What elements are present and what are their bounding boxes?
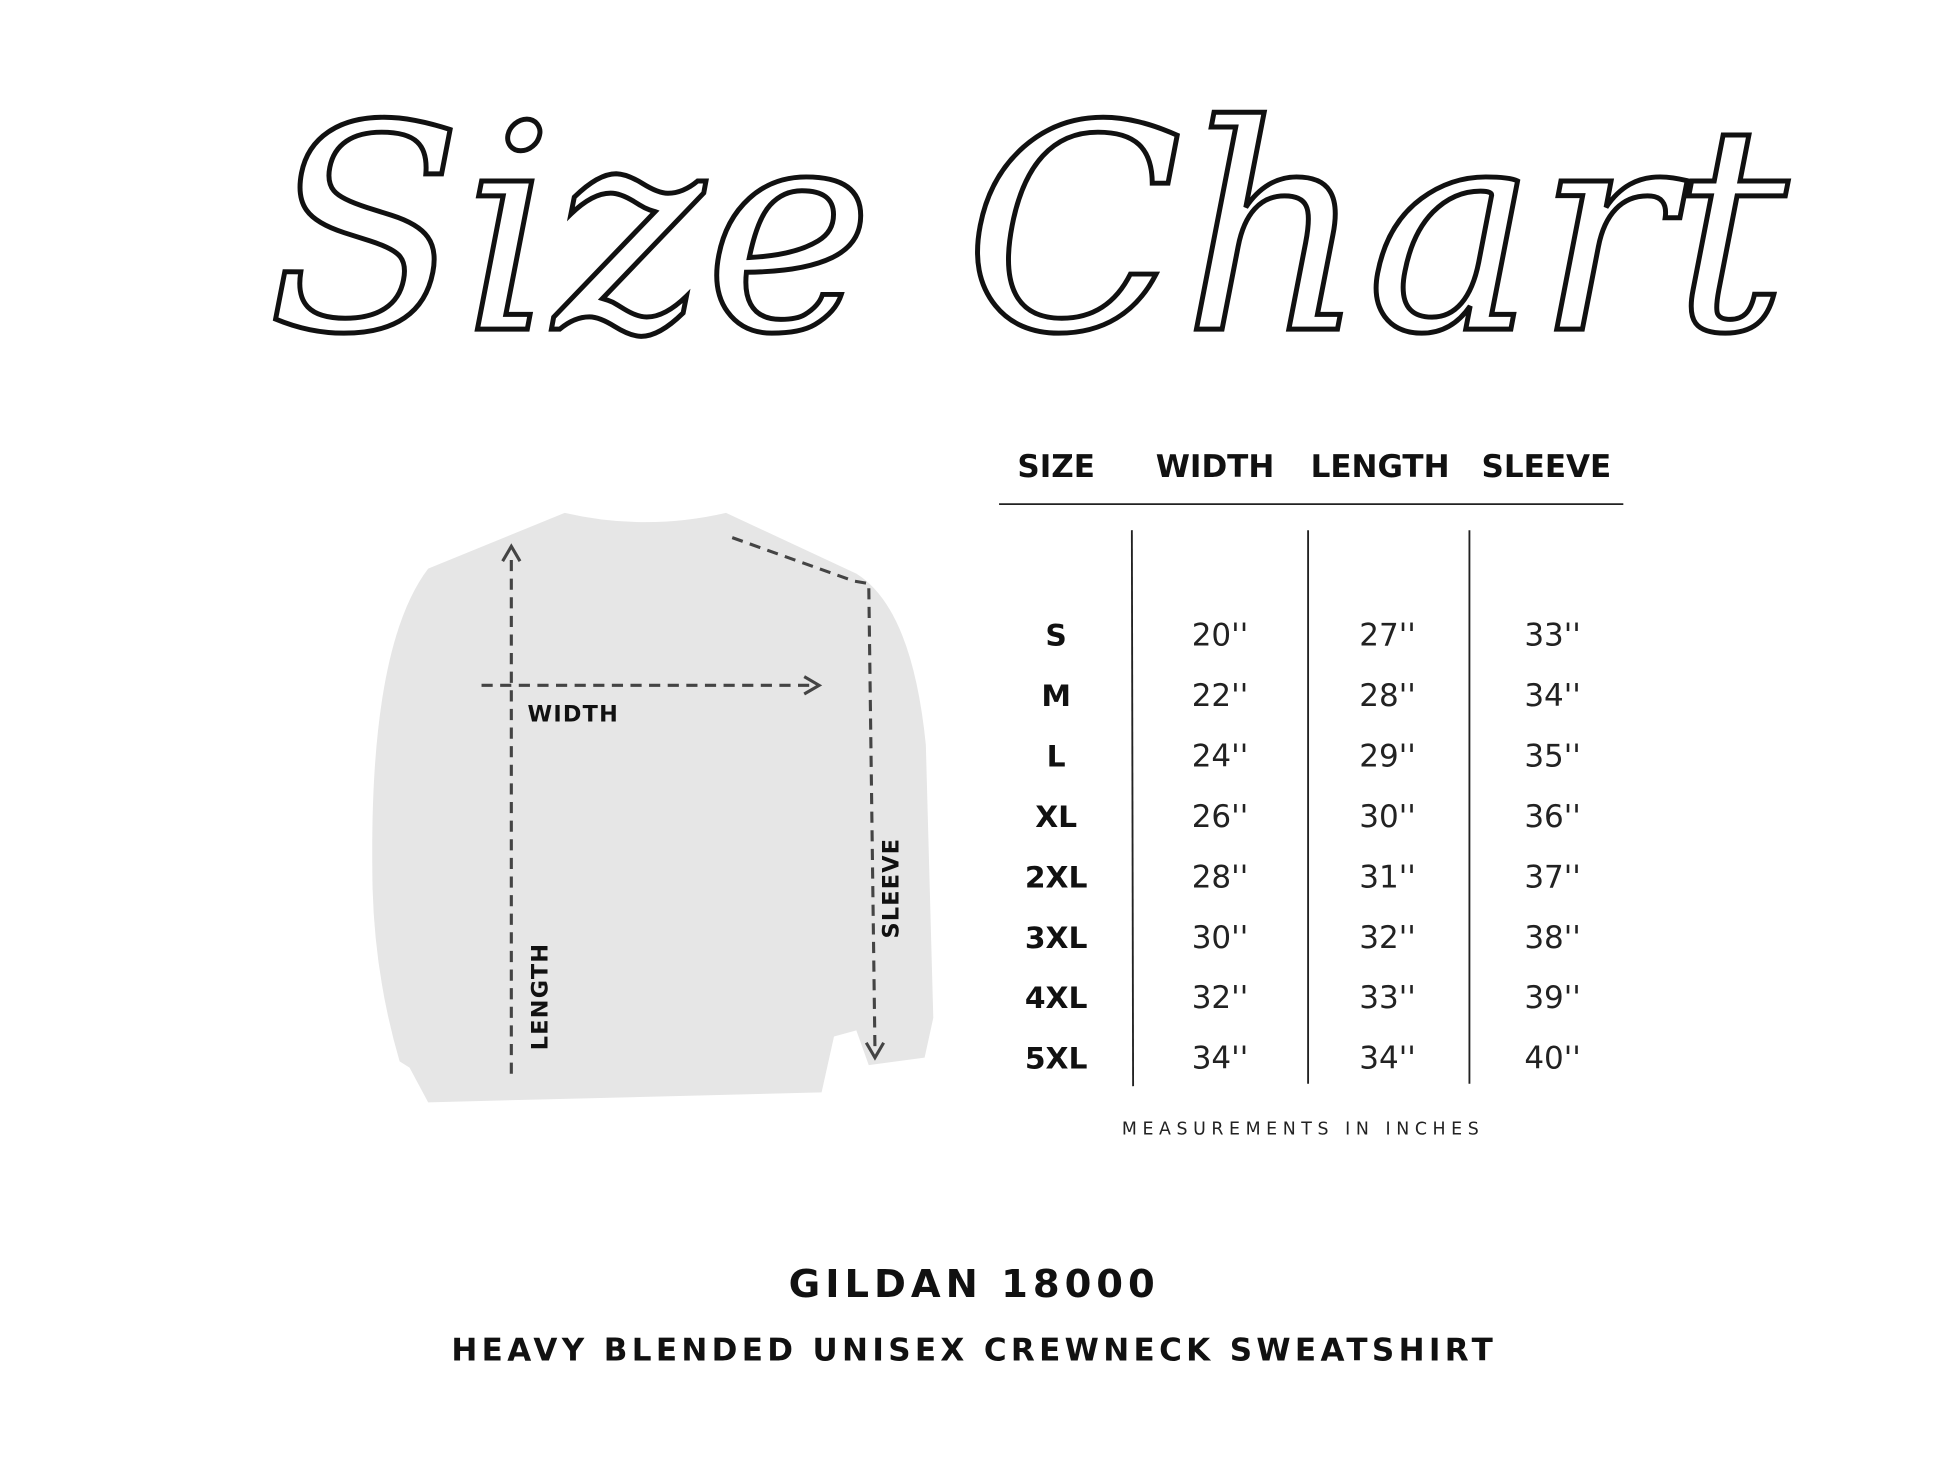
cell-sleeve: 34'' [1524,678,1581,714]
sweatshirt-shape [372,512,934,1103]
header-width: WIDTH [1156,449,1275,485]
product-description: HEAVY BLENDED UNISEX CREWNECK SWEATSHIRT [451,1332,1497,1368]
cell-width: 28'' [1192,859,1249,895]
size-table: SIZE WIDTH LENGTH SLEEVE S 20'' 27'' 33'' M 2… [999,449,1624,1140]
sweatshirt-diagram: WIDTH LENGTH SLEEVE [372,512,934,1103]
sleeve-label: SLEEVE [879,838,905,939]
table-row: S 20'' 27'' 33'' [1045,618,1580,654]
length-label: LENGTH [527,943,553,1050]
cell-sleeve: 33'' [1524,618,1581,654]
column-divider [1130,530,1135,1087]
table-row: 5XL 34'' 34'' 40'' [1025,1041,1581,1077]
cell-sleeve: 40'' [1524,1041,1581,1077]
cell-width: 20'' [1192,618,1249,654]
page-title: Size Chart [267,65,1789,397]
header-sleeve: SLEEVE [1482,449,1612,485]
header-size: SIZE [1017,449,1095,485]
cell-length: 29'' [1359,738,1416,774]
cell-sleeve: 38'' [1524,920,1581,956]
length-arrowhead [501,543,522,562]
cell-width: 22'' [1192,678,1249,714]
width-arrowhead [803,675,823,696]
cell-width: 24'' [1192,738,1249,774]
cell-sleeve: 35'' [1524,738,1581,774]
cell-sleeve: 37'' [1524,859,1581,895]
cell-size: S [1045,619,1066,654]
width-label: WIDTH [527,701,619,727]
table-row: XL 26'' 30'' 36'' [1035,799,1581,835]
table-row: 3XL 30'' 32'' 38'' [1025,920,1581,956]
cell-size: M [1041,679,1071,714]
cell-length: 30'' [1359,799,1416,835]
cell-width: 32'' [1192,980,1249,1016]
cell-width: 30'' [1192,920,1249,956]
cell-length: 32'' [1359,920,1416,956]
cell-length: 28'' [1359,678,1416,714]
table-row: M 22'' 28'' 34'' [1041,678,1581,714]
sleeve-arrowhead [864,1041,885,1061]
cell-sleeve: 36'' [1524,799,1581,835]
sleeve-arrow [731,536,877,1049]
cell-width: 34'' [1192,1041,1249,1077]
cell-length: 31'' [1359,859,1416,895]
measurement-note: MEASUREMENTS IN INCHES [1122,1120,1484,1140]
product-model: GILDAN 18000 [789,1262,1160,1307]
cell-size: 4XL [1025,981,1088,1016]
table-row: L 24'' 29'' 35'' [1047,738,1581,774]
cell-width: 26'' [1192,799,1249,835]
cell-size: L [1047,739,1066,774]
cell-length: 27'' [1359,618,1416,654]
cell-size: 2XL [1025,860,1088,895]
cell-size: 3XL [1025,921,1088,956]
cell-size: XL [1035,800,1077,835]
cell-length: 34'' [1359,1041,1416,1077]
cell-sleeve: 39'' [1524,980,1581,1016]
table-row: 4XL 32'' 33'' 39'' [1025,980,1581,1016]
header-length: LENGTH [1311,449,1450,485]
cell-size: 5XL [1025,1042,1088,1077]
cell-length: 33'' [1359,980,1416,1016]
table-row: 2XL 28'' 31'' 37'' [1025,859,1581,895]
